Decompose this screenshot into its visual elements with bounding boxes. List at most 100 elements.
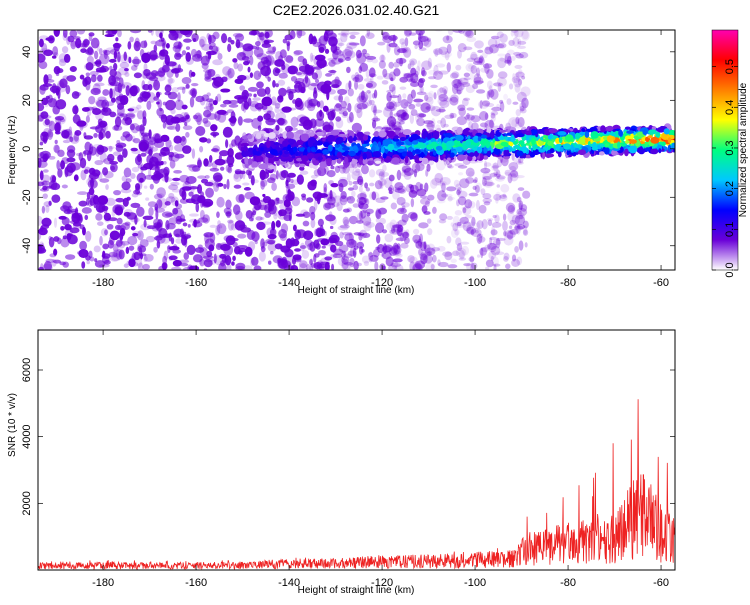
- heatmap-cell: [366, 89, 371, 94]
- heatmap-cell: [343, 253, 353, 259]
- heatmap-cell: [248, 93, 253, 97]
- heatmap-cell: [346, 196, 352, 200]
- heatmap-cell: [133, 40, 141, 52]
- heatmap-cell: [48, 200, 52, 206]
- heatmap-cell: [499, 33, 508, 43]
- heatmap-cell: [299, 170, 309, 175]
- heatmap-cell: [314, 78, 320, 84]
- heatmap-cell: [338, 133, 347, 137]
- heatmap-cell: [339, 231, 344, 239]
- heatmap-cell: [488, 119, 494, 129]
- heatmap-cell: [379, 217, 386, 225]
- heatmap-cell: [296, 174, 304, 185]
- heatmap-cell: [204, 73, 209, 81]
- heatmap-cell: [162, 160, 167, 165]
- heatmap-cell: [430, 84, 438, 89]
- heatmap-cell: [78, 248, 89, 258]
- heatmap-cell: [243, 265, 253, 270]
- colorbar-tick-label: 0.0: [724, 262, 736, 277]
- heatmap-cell: [402, 72, 408, 80]
- heatmap-cell: [466, 36, 477, 43]
- heatmap-cell: [273, 141, 280, 146]
- heatmap-cell: [346, 207, 352, 213]
- x-tick-label: -80: [560, 577, 576, 589]
- heatmap-cell: [382, 265, 386, 270]
- heatmap-cell: [427, 194, 435, 201]
- heatmap-cell: [470, 262, 475, 270]
- heatmap-cell: [143, 63, 148, 72]
- heatmap-cell: [475, 222, 481, 230]
- heatmap-cell: [435, 108, 447, 113]
- heatmap-cell: [428, 76, 437, 80]
- heatmap-cell: [284, 34, 293, 41]
- heatmap-cell: [427, 57, 432, 68]
- heatmap-cell: [69, 30, 78, 38]
- heatmap-cell: [109, 161, 119, 165]
- heatmap-cell: [131, 166, 140, 173]
- heatmap-cell: [418, 40, 424, 50]
- heatmap-cell: [474, 184, 480, 194]
- heatmap-cell: [473, 76, 484, 85]
- heatmap-cell: [423, 38, 432, 48]
- heatmap-cell: [335, 137, 340, 145]
- heatmap-cell: [44, 118, 50, 126]
- heatmap-cell: [156, 101, 160, 105]
- heatmap-cell: [566, 150, 570, 156]
- heatmap-cell: [252, 210, 257, 216]
- heatmap-cell: [147, 201, 157, 208]
- heatmap-cell: [143, 219, 147, 228]
- heatmap-cell: [213, 175, 223, 181]
- heatmap-cell: [231, 261, 235, 266]
- heatmap-cell: [276, 199, 284, 204]
- heatmap-cell: [517, 117, 525, 128]
- heatmap-cell: [120, 135, 127, 141]
- heatmap-cell: [485, 181, 495, 187]
- heatmap-cell: [255, 155, 264, 162]
- heatmap-cell: [399, 208, 404, 212]
- heatmap-cell: [209, 49, 220, 55]
- heatmap-cell: [397, 48, 407, 54]
- heatmap-cell: [39, 84, 46, 95]
- heatmap-cell: [122, 148, 128, 158]
- heatmap-cell: [79, 240, 88, 251]
- heatmap-cell: [650, 136, 660, 144]
- heatmap-cell: [374, 180, 383, 190]
- colorbar-tick-label: 0.3: [724, 140, 736, 155]
- heatmap-cell: [223, 183, 227, 189]
- heatmap-cell: [158, 114, 168, 119]
- heatmap-cell: [55, 99, 67, 110]
- heatmap-cell: [173, 170, 182, 174]
- heatmap-cell: [280, 63, 291, 74]
- heatmap-cell: [123, 211, 131, 217]
- heatmap-cell: [408, 32, 417, 36]
- heatmap-cell: [329, 225, 334, 230]
- heatmap-cell: [313, 254, 317, 263]
- heatmap-cell: [479, 67, 490, 73]
- heatmap-cell: [382, 125, 394, 129]
- heatmap-cell: [296, 139, 303, 146]
- heatmap-cell: [520, 86, 531, 97]
- heatmap-cell: [283, 150, 290, 155]
- heatmap-cell: [671, 142, 675, 149]
- heatmap-cell: [356, 107, 363, 119]
- heatmap-cell: [48, 236, 55, 248]
- heatmap-cell: [342, 208, 350, 213]
- heatmap-cell: [323, 31, 329, 42]
- heatmap-cell: [268, 164, 276, 170]
- heatmap-cell: [264, 211, 272, 218]
- heatmap-cell: [465, 139, 472, 147]
- heatmap-cell: [438, 261, 449, 268]
- heatmap-cell: [308, 132, 315, 137]
- heatmap-cell: [508, 147, 513, 152]
- heatmap-cell: [108, 58, 117, 63]
- heatmap-cell: [83, 149, 87, 157]
- heatmap-cell: [447, 264, 458, 269]
- heatmap-cell: [38, 241, 45, 252]
- heatmap-cell: [465, 262, 474, 270]
- heatmap-cell: [190, 48, 198, 58]
- heatmap-cell: [590, 131, 599, 139]
- heatmap-cell: [419, 195, 428, 199]
- heatmap-cell: [454, 222, 462, 227]
- heatmap-cell: [396, 148, 405, 153]
- heatmap-cell: [436, 87, 448, 99]
